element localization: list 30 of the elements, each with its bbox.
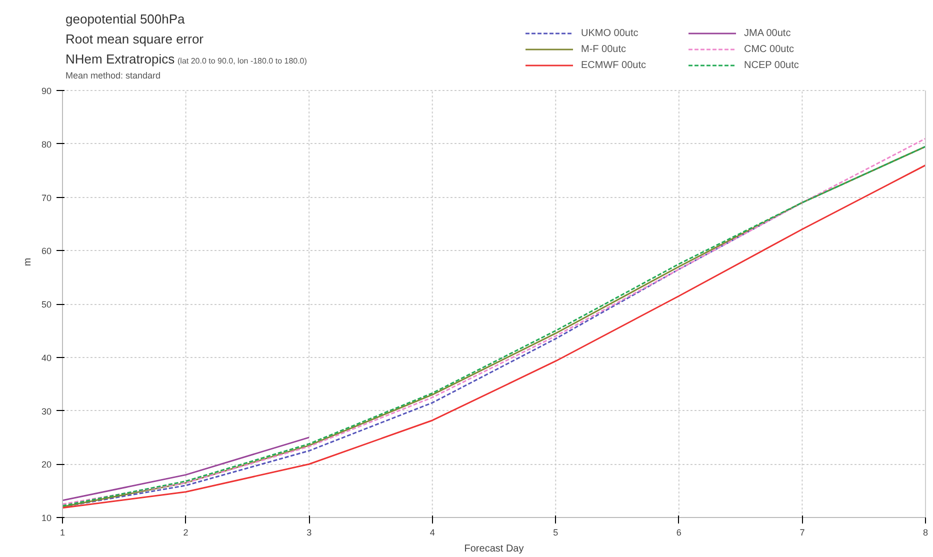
x-tick-label: 2 bbox=[183, 528, 188, 538]
y-tick-label: 30 bbox=[41, 406, 52, 416]
chart-subtitle: Root mean square error bbox=[66, 32, 204, 46]
text: NHem Extratropics bbox=[66, 52, 176, 66]
y-tick-label: 70 bbox=[41, 192, 52, 203]
chart-title: geopotential 500hPa bbox=[66, 12, 186, 26]
y-tick-label: 20 bbox=[41, 460, 52, 470]
x-axis-title: Forecast Day bbox=[464, 544, 524, 554]
x-tick-label: 7 bbox=[800, 528, 805, 538]
x-tick-label: 5 bbox=[553, 528, 558, 538]
x-tick-label: 4 bbox=[430, 528, 435, 538]
x-tick-label: 1 bbox=[60, 528, 66, 538]
y-axis-title: m bbox=[22, 258, 34, 266]
legend-label: M-F 00utc bbox=[581, 42, 628, 56]
legend-label: JMA 00utc bbox=[744, 26, 792, 40]
x-tick-label: 6 bbox=[676, 528, 682, 538]
y-tick-label: 80 bbox=[41, 139, 52, 150]
legend-label: CMC 00utc bbox=[744, 42, 796, 56]
y-tick-label: 10 bbox=[41, 513, 52, 523]
legend-label: NCEP 00utc bbox=[744, 58, 800, 72]
legend-label: ECMWF 00utc bbox=[581, 58, 648, 72]
x-tick-label: 8 bbox=[922, 528, 928, 538]
y-tick-label: 40 bbox=[41, 352, 52, 363]
y-tick-label: 90 bbox=[41, 86, 52, 96]
text: (lat 20.0 to 90.0, lon -180.0 to 180.0) bbox=[178, 56, 308, 66]
x-tick-label: 3 bbox=[306, 528, 312, 538]
y-tick-label: 50 bbox=[41, 300, 52, 310]
y-tick-label: 60 bbox=[41, 246, 52, 256]
legend-label: UKMO 00utc bbox=[581, 26, 640, 40]
text: Mean method: standard bbox=[66, 70, 161, 80]
